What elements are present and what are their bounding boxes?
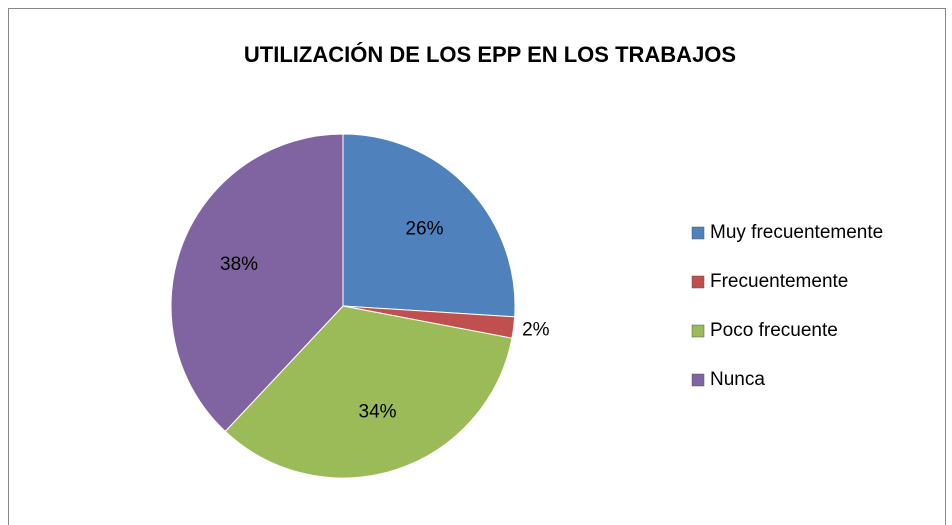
data-label: 34% <box>359 401 397 422</box>
data-label: 38% <box>220 254 258 275</box>
legend-label: Frecuentemente <box>710 271 848 292</box>
data-label: 2% <box>522 319 550 340</box>
legend-label: Muy frecuentemente <box>710 222 883 243</box>
legend-swatch <box>691 324 705 338</box>
legend-swatch <box>691 373 705 387</box>
legend-label: Nunca <box>710 369 765 390</box>
legend-swatch <box>691 226 705 240</box>
legend-label: Poco frecuente <box>710 320 838 341</box>
pie-slice <box>170 133 344 433</box>
legend-swatch <box>691 275 705 289</box>
pie-slice <box>342 133 516 318</box>
pie-slice <box>224 305 513 479</box>
chart-title: UTILIZACIÓN DE LOS EPP EN LOS TRABAJOS <box>244 42 736 67</box>
data-label: 26% <box>405 218 443 239</box>
